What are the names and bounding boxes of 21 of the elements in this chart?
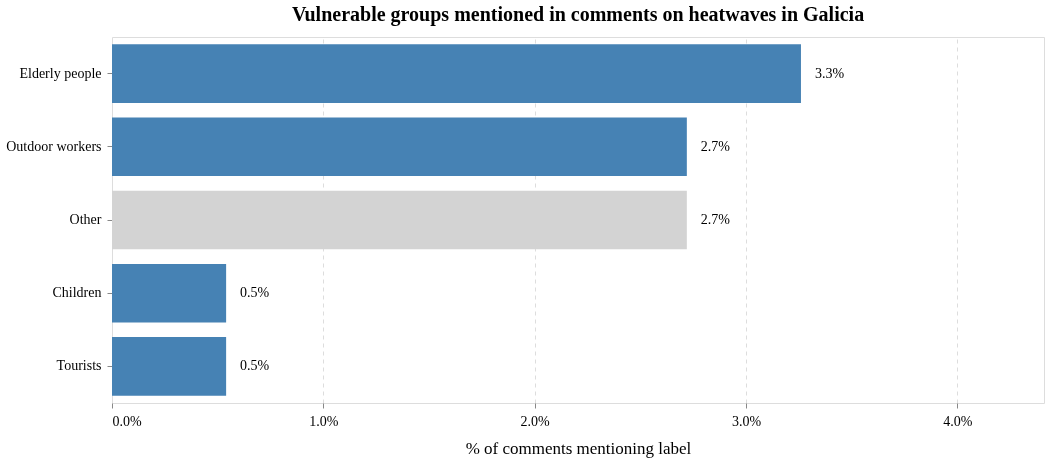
data-label: 3.3% bbox=[814, 65, 845, 81]
x-axis-title: % of comments mentioning label bbox=[465, 438, 692, 458]
chart-title: Vulnerable groups mentioned in comments on heatwaves in Galicia bbox=[291, 3, 865, 26]
y-tick-label: Other bbox=[69, 212, 102, 227]
y-tick-label: Elderly people bbox=[19, 65, 102, 81]
x-tick-label: 4.0% bbox=[943, 413, 973, 429]
data-label: 0.5% bbox=[240, 285, 270, 301]
bar bbox=[112, 263, 227, 323]
y-tick-label: Tourists bbox=[56, 358, 102, 374]
bar bbox=[112, 44, 801, 103]
bar bbox=[112, 337, 227, 396]
data-label: 2.7% bbox=[700, 212, 731, 227]
data-label: 0.5% bbox=[240, 358, 270, 374]
data-label: 2.7% bbox=[700, 138, 731, 154]
x-tick-label: 0.0% bbox=[112, 413, 142, 429]
y-tick-label: Children bbox=[52, 285, 102, 301]
bar bbox=[112, 117, 687, 177]
x-tick-label: 2.0% bbox=[520, 413, 551, 429]
x-tick-label: 1.0% bbox=[309, 413, 339, 429]
x-tick-label: 3.0% bbox=[731, 413, 762, 429]
y-tick-label: Outdoor workers bbox=[6, 138, 102, 154]
